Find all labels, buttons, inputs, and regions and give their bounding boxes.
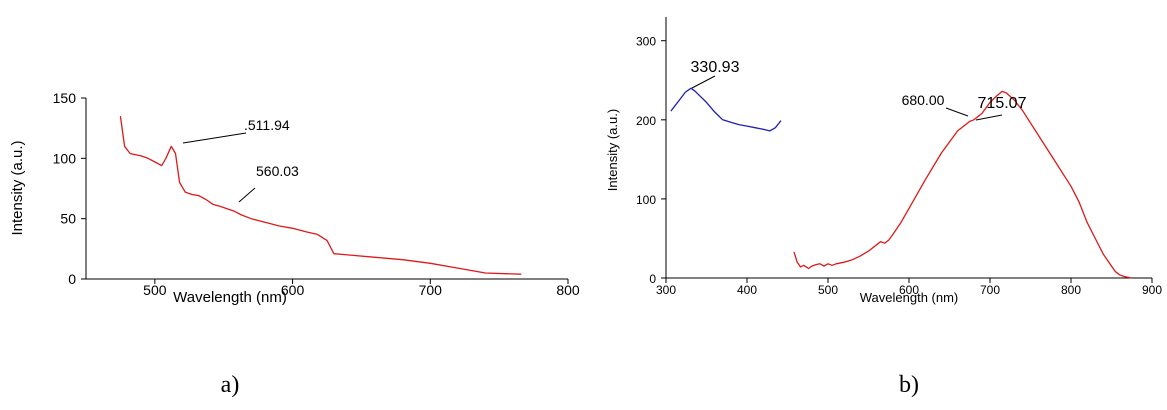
chart-b: 300 400 500 600 700 800 900 0 100 200 300 Wavelen… bbox=[605, 17, 1162, 398]
chart-b-x-tick-label: 700 bbox=[980, 283, 1000, 297]
chart-a-y-tick-label: 0 bbox=[68, 271, 76, 287]
chart-a-y-tick-label: 150 bbox=[53, 90, 77, 106]
chart-a-series bbox=[119, 116, 522, 275]
chart-b-y-tick-label: 0 bbox=[649, 272, 656, 286]
annotation-leader-330 bbox=[691, 75, 716, 89]
chart-b-x-tick-label: 900 bbox=[1142, 283, 1162, 297]
annotation-leader-560 bbox=[238, 187, 256, 203]
chart-a-series-line-0 bbox=[119, 116, 522, 275]
chart-a-y-tick-label: 50 bbox=[60, 211, 76, 227]
chart-a-y-tick-label: 100 bbox=[53, 150, 77, 166]
annotation-680-00: 680.00 bbox=[902, 92, 945, 108]
annotation-leader-715 bbox=[975, 114, 1003, 121]
annotation-330-93: 330.93 bbox=[691, 59, 740, 76]
chart-b-y-ticks: 0 100 200 300 bbox=[636, 35, 666, 286]
chart-a-x-tick-label: 700 bbox=[419, 282, 443, 298]
chart-b-series-line-0 bbox=[670, 87, 782, 132]
annotation-715-07: 715.07 bbox=[978, 95, 1027, 112]
chart-a-y-ticks: 0 50 100 150 bbox=[53, 90, 86, 287]
chart-a-x-ticks: 500 600 700 800 bbox=[143, 279, 580, 298]
chart-b-y-tick-label: 300 bbox=[636, 35, 656, 49]
chart-b-x-tick-label: 800 bbox=[1061, 283, 1081, 297]
chart-a: 500 600 700 800 0 50 100 150 Wavelength (nm) I… bbox=[9, 90, 580, 398]
annotation-leader-511 bbox=[182, 132, 247, 144]
chart-a-x-tick-label: 800 bbox=[556, 282, 580, 298]
chart-b-x-ticks: 300 400 500 600 700 800 900 bbox=[656, 278, 1162, 297]
chart-a-x-tick-label: 500 bbox=[143, 282, 167, 298]
chart-b-annotations: 330.93 680.00 715.07 bbox=[691, 59, 1027, 121]
chart-b-x-tick-label: 400 bbox=[737, 283, 757, 297]
chart-b-x-tick-label: 300 bbox=[656, 283, 676, 297]
chart-b-series bbox=[670, 87, 1132, 279]
chart-b-x-tick-label: 500 bbox=[818, 283, 838, 297]
annotation-511-94: .511.94 bbox=[244, 117, 290, 133]
chart-b-x-label: Wavelength (nm) bbox=[860, 290, 959, 305]
chart-a-x-tick-label: 600 bbox=[281, 282, 305, 298]
chart-b-y-tick-label: 100 bbox=[636, 193, 656, 207]
chart-b-x-tick-label: 600 bbox=[899, 283, 919, 297]
chart-b-y-label: Intensity (a.u.) bbox=[605, 109, 620, 191]
annotation-leader-680 bbox=[945, 107, 969, 117]
chart-b-caption: b) bbox=[899, 372, 919, 398]
chart-b-y-tick-label: 200 bbox=[636, 114, 656, 128]
chart-a-y-label: Intensity (a.u.) bbox=[9, 140, 26, 235]
annotation-560-03: 560.03 bbox=[256, 163, 299, 179]
chart-a-caption: a) bbox=[221, 372, 240, 398]
chart-a-annotations: .511.94 560.03 bbox=[182, 117, 299, 203]
chart-a-x-label: Wavelength (nm) bbox=[173, 289, 287, 306]
chart-b-series-line-1 bbox=[793, 90, 1132, 279]
